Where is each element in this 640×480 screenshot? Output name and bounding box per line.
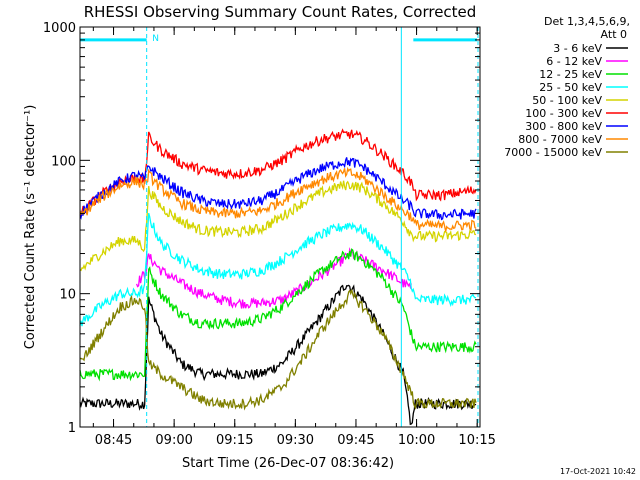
y-tick-label-1000: 1000 [43,21,76,36]
footer-date: 17-Oct-2021 10:42 [560,467,636,476]
legend-header-line-2: Att 0 [601,28,627,41]
x-tick-label-10-00: 10:00 [398,433,435,448]
legend-label-800-7000-kev: 800 - 7000 keV [518,133,602,146]
y-tick-label-100: 100 [51,154,76,169]
x-axis: 08:45 09:00 09:15 09:30 09:45 10:00 10:15 [92,27,496,448]
chart-title: RHESSI Observing Summary Count Rates, Co… [84,3,477,21]
series-line-800-7000-kev [79,166,477,232]
x-tick-label-09-45: 09:45 [337,433,374,448]
x-tick-label-10-15: 10:15 [458,433,495,448]
series-line-100-300-kev [79,128,477,218]
series-line-300-800-kev [79,157,477,221]
legend-label-300-800-kev: 300 - 800 keV [525,120,602,133]
legend-label-50-100-kev: 50 - 100 keV [532,94,602,107]
y-tick-label-10: 10 [59,288,76,303]
x-axis-label: Start Time (26-Dec-07 08:36:42) [182,456,394,471]
series-line-12-25-kev [79,248,477,382]
x-tick-label-09-15: 09:15 [216,433,253,448]
legend-label-7000-15000-kev: 7000 - 15000 keV [504,146,602,159]
night-flag-label: N [152,34,159,44]
y-axis-label: Corrected Count Rate (s⁻¹ detector⁻¹) [23,105,38,350]
legend-header-line-1: Det 1,3,4,5,6,9, [544,15,630,28]
y-tick-label-1: 1 [68,421,76,436]
night-flag-layer: N [80,27,479,427]
y-axis: 1 10 100 1000 [43,21,480,436]
x-tick-label-08-45: 08:45 [95,433,132,448]
plot-frame [79,26,481,428]
x-tick-label-09-00: 09:00 [155,433,192,448]
legend-label-3-6-kev: 3 - 6 keV [553,42,602,55]
series-line-3-6-kev [79,284,477,426]
legend-label-6-12-kev: 6 - 12 keV [546,55,602,68]
series-line-50-100-kev [79,180,477,272]
legend-label-100-300-kev: 100 - 300 keV [525,107,602,120]
series-line-25-50-kev [79,213,477,327]
series-line-6-12-kev [135,247,412,309]
series-line-7000-15000-kev [79,289,477,411]
legend-label-25-50-kev: 25 - 50 keV [539,81,602,94]
x-tick-label-09-30: 09:30 [277,433,314,448]
series-layer [79,128,477,426]
legend-label-12-25-kev: 12 - 25 keV [539,68,602,81]
